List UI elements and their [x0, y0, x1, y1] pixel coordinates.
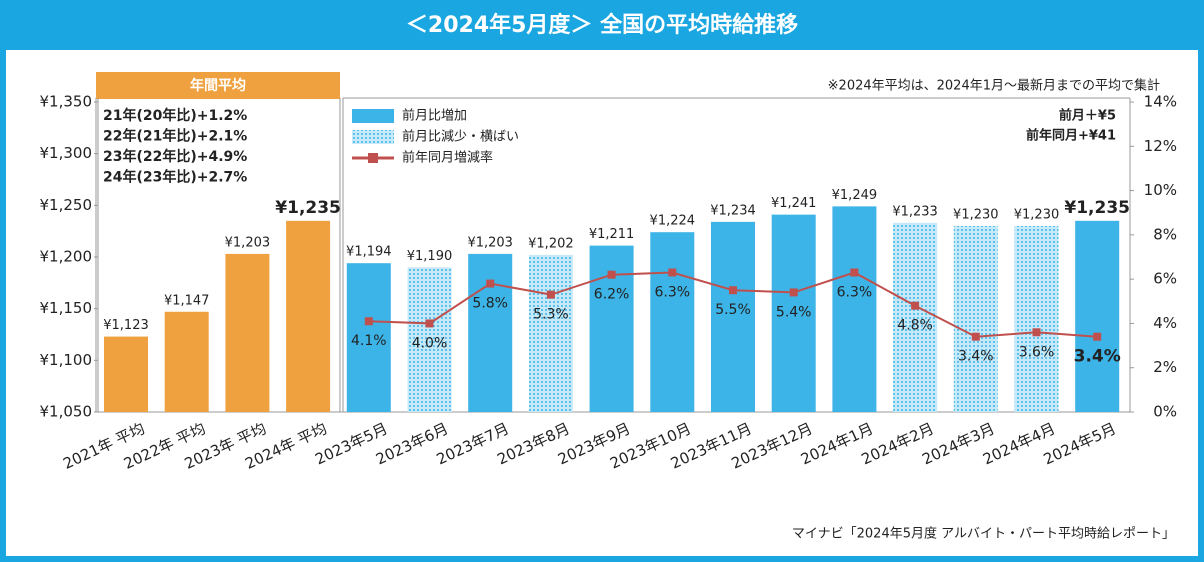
bar — [771, 214, 816, 412]
legend-swatch — [352, 130, 394, 144]
value-label: ¥1,224 — [650, 214, 696, 229]
value-label: 6.3% — [837, 285, 873, 301]
legend-swatch — [368, 153, 378, 163]
bar — [164, 311, 209, 412]
value-label: ¥1,241 — [771, 196, 817, 211]
value-label: 4.1% — [351, 333, 387, 349]
legend-label: 前月比減少・横ばい — [402, 129, 519, 145]
summary: 前月＋¥5 — [1059, 108, 1116, 124]
bar — [528, 254, 573, 412]
value-label: 3.4% — [958, 349, 994, 365]
value-label: 5.3% — [533, 307, 569, 323]
bar — [832, 206, 877, 412]
bar — [650, 232, 695, 412]
value-label: 4.8% — [897, 318, 933, 334]
bar — [589, 245, 634, 412]
marker — [1093, 332, 1102, 341]
bar — [346, 263, 391, 412]
marker — [668, 268, 677, 277]
value-label: 5.5% — [715, 302, 751, 318]
y2-tick-label: 2% — [1153, 358, 1177, 376]
bar — [468, 253, 513, 412]
bar — [953, 226, 998, 412]
y2-tick-label: 4% — [1153, 314, 1177, 332]
value-label: ¥1,147 — [164, 293, 210, 308]
y-tick-label: ¥1,200 — [40, 248, 93, 266]
value-label: ¥1,123 — [103, 318, 149, 333]
y2-tick-label: 8% — [1153, 225, 1177, 243]
y-tick-label: ¥1,350 — [40, 93, 93, 111]
bar — [286, 220, 331, 412]
bar — [1075, 220, 1120, 412]
value-label: 5.4% — [776, 304, 812, 320]
bar — [711, 221, 755, 412]
marker — [425, 319, 434, 328]
annual-note: 21年(20年比)+1.2% — [103, 107, 247, 124]
y2-tick-label: 12% — [1144, 137, 1177, 155]
y2-tick-label: 10% — [1144, 181, 1177, 199]
value-label: ¥1,211 — [589, 227, 635, 242]
y-tick-label: ¥1,300 — [40, 144, 93, 162]
marker — [486, 279, 495, 288]
y-tick-label: ¥1,100 — [40, 351, 93, 369]
y2-tick-label: 6% — [1153, 270, 1177, 288]
value-label: ¥1,249 — [832, 188, 878, 203]
y-tick-label: ¥1,050 — [40, 403, 93, 421]
marker — [850, 268, 859, 277]
bar — [407, 267, 452, 412]
value-label: 6.3% — [655, 285, 691, 301]
source: マイナビ「2024年5月度 アルバイト・パート平均時給レポート」 — [792, 526, 1175, 542]
y-tick-label: ¥1,250 — [40, 196, 93, 214]
legend-label: 前年同月増減率 — [402, 150, 493, 166]
y2-tick-label: 14% — [1144, 93, 1177, 111]
marker — [546, 290, 555, 299]
value-label: ¥1,233 — [892, 204, 938, 219]
marker — [911, 301, 920, 310]
value-label: 3.6% — [1019, 344, 1055, 360]
bar — [1014, 226, 1059, 412]
value-label: 4.0% — [412, 335, 448, 351]
value-label: ¥1,235 — [275, 198, 341, 218]
value-label: 5.8% — [472, 296, 508, 312]
marker — [364, 317, 373, 326]
y-tick-label: ¥1,150 — [40, 299, 93, 317]
marker — [1032, 328, 1041, 337]
value-label: ¥1,202 — [528, 236, 574, 251]
value-label: ¥1,230 — [1014, 208, 1060, 223]
marker — [729, 286, 737, 295]
marker — [971, 332, 980, 341]
value-label: 6.2% — [594, 287, 630, 303]
y2-tick-label: 0% — [1153, 403, 1177, 421]
annual-note: 24年(23年比)+2.7% — [103, 169, 247, 186]
value-label: 3.4% — [1074, 347, 1121, 367]
annual-note: 22年(21年比)+2.1% — [103, 128, 247, 145]
summary: 前年同月+¥41 — [1026, 128, 1116, 144]
marker — [607, 270, 616, 279]
value-label: ¥1,203 — [467, 235, 513, 250]
annual-header — [96, 72, 340, 99]
bar — [104, 336, 148, 412]
note: ※2024年平均は、2024年1月～最新月までの平均で集計 — [828, 78, 1160, 94]
bar — [893, 222, 938, 412]
legend-swatch — [352, 109, 394, 123]
value-label: ¥1,235 — [1064, 198, 1130, 218]
marker — [789, 288, 798, 297]
value-label: ¥1,194 — [346, 245, 392, 260]
chart-title: ＜2024年5月度＞ 全国の平均時給推移 — [406, 12, 798, 38]
annual-note: 23年(22年比)+4.9% — [103, 148, 247, 165]
value-label: ¥1,234 — [710, 203, 756, 218]
bar — [225, 253, 270, 412]
annual-header-label: 年間平均 — [190, 77, 246, 94]
value-label: ¥1,203 — [225, 235, 271, 250]
legend-label: 前月比増加 — [402, 108, 467, 124]
value-label: ¥1,230 — [953, 208, 999, 223]
value-label: ¥1,190 — [407, 249, 453, 264]
